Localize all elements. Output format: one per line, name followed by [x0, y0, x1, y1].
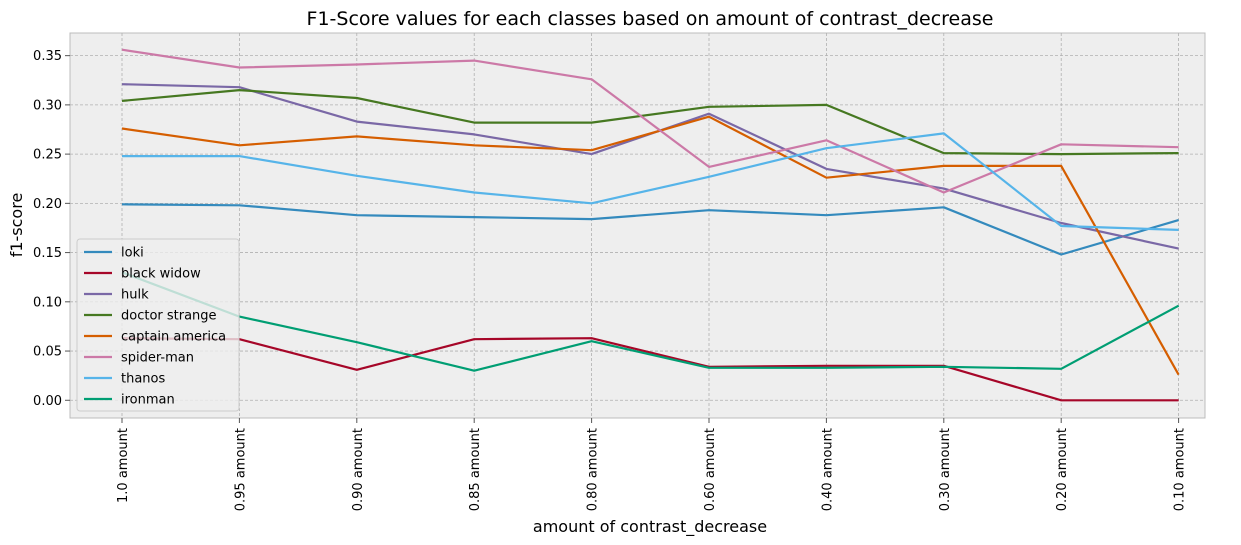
chart-title: F1-Score values for each classes based o… — [307, 8, 994, 30]
x-axis: 1.0 amount 0.95 amount 0.90 amount 0.85 amo… — [116, 418, 1188, 511]
x-tick-label: 0.30 amount — [938, 428, 953, 511]
legend: loki black widow hulk doctor strange captain… — [76, 238, 240, 412]
y-tick-label: 0.20 — [33, 197, 62, 212]
y-tick-label: 0.10 — [33, 295, 62, 310]
y-tick-label: 0.00 — [33, 394, 62, 409]
legend-label: spider-man — [121, 351, 194, 366]
y-tick-label: 0.35 — [33, 49, 62, 64]
legend-label: hulk — [121, 288, 149, 303]
legend-label: doctor strange — [121, 309, 217, 324]
x-tick-label: 0.80 amount — [586, 428, 601, 511]
series-line-ironman — [121, 271, 1180, 372]
series-line-black-widow — [121, 337, 1179, 402]
series-line-loki — [121, 203, 1179, 256]
x-tick-label: 0.90 amount — [351, 428, 366, 511]
x-tick-label: 0.60 amount — [703, 428, 718, 511]
x-tick-label: 1.0 amount — [116, 428, 131, 503]
y-tick-label: 0.30 — [33, 98, 62, 113]
series-line-thanos — [122, 132, 1179, 231]
y-tick-label: 0.05 — [33, 345, 62, 360]
y-tick-label: 0.25 — [33, 148, 62, 163]
x-tick-label: 0.10 amount — [1173, 428, 1188, 511]
series-layer — [121, 48, 1180, 402]
legend-label: thanos — [121, 372, 165, 387]
plot-area — [69, 32, 1206, 419]
legend-label: loki — [121, 246, 144, 261]
y-tick-label: 0.15 — [33, 246, 62, 261]
x-tick-label: 0.20 amount — [1055, 428, 1070, 511]
legend-label: captain america — [121, 330, 226, 345]
y-axis: 0.00 0.05 0.10 0.15 0.20 0.25 0.30 0.35 — [33, 49, 70, 409]
x-axis-label: amount of contrast_decrease — [533, 517, 767, 537]
y-axis-label: f1-score — [7, 193, 26, 258]
x-tick-label: 0.95 amount — [233, 428, 248, 511]
series-line-captain-america — [121, 115, 1180, 376]
legend-box — [76, 238, 240, 412]
series-line-doctor-strange — [121, 88, 1179, 156]
x-tick-label: 0.85 amount — [468, 428, 483, 511]
series-line-spider-man — [121, 48, 1179, 194]
legend-label: ironman — [121, 393, 175, 408]
x-tick-label: 0.40 amount — [820, 428, 835, 511]
legend-label: black widow — [121, 267, 201, 282]
